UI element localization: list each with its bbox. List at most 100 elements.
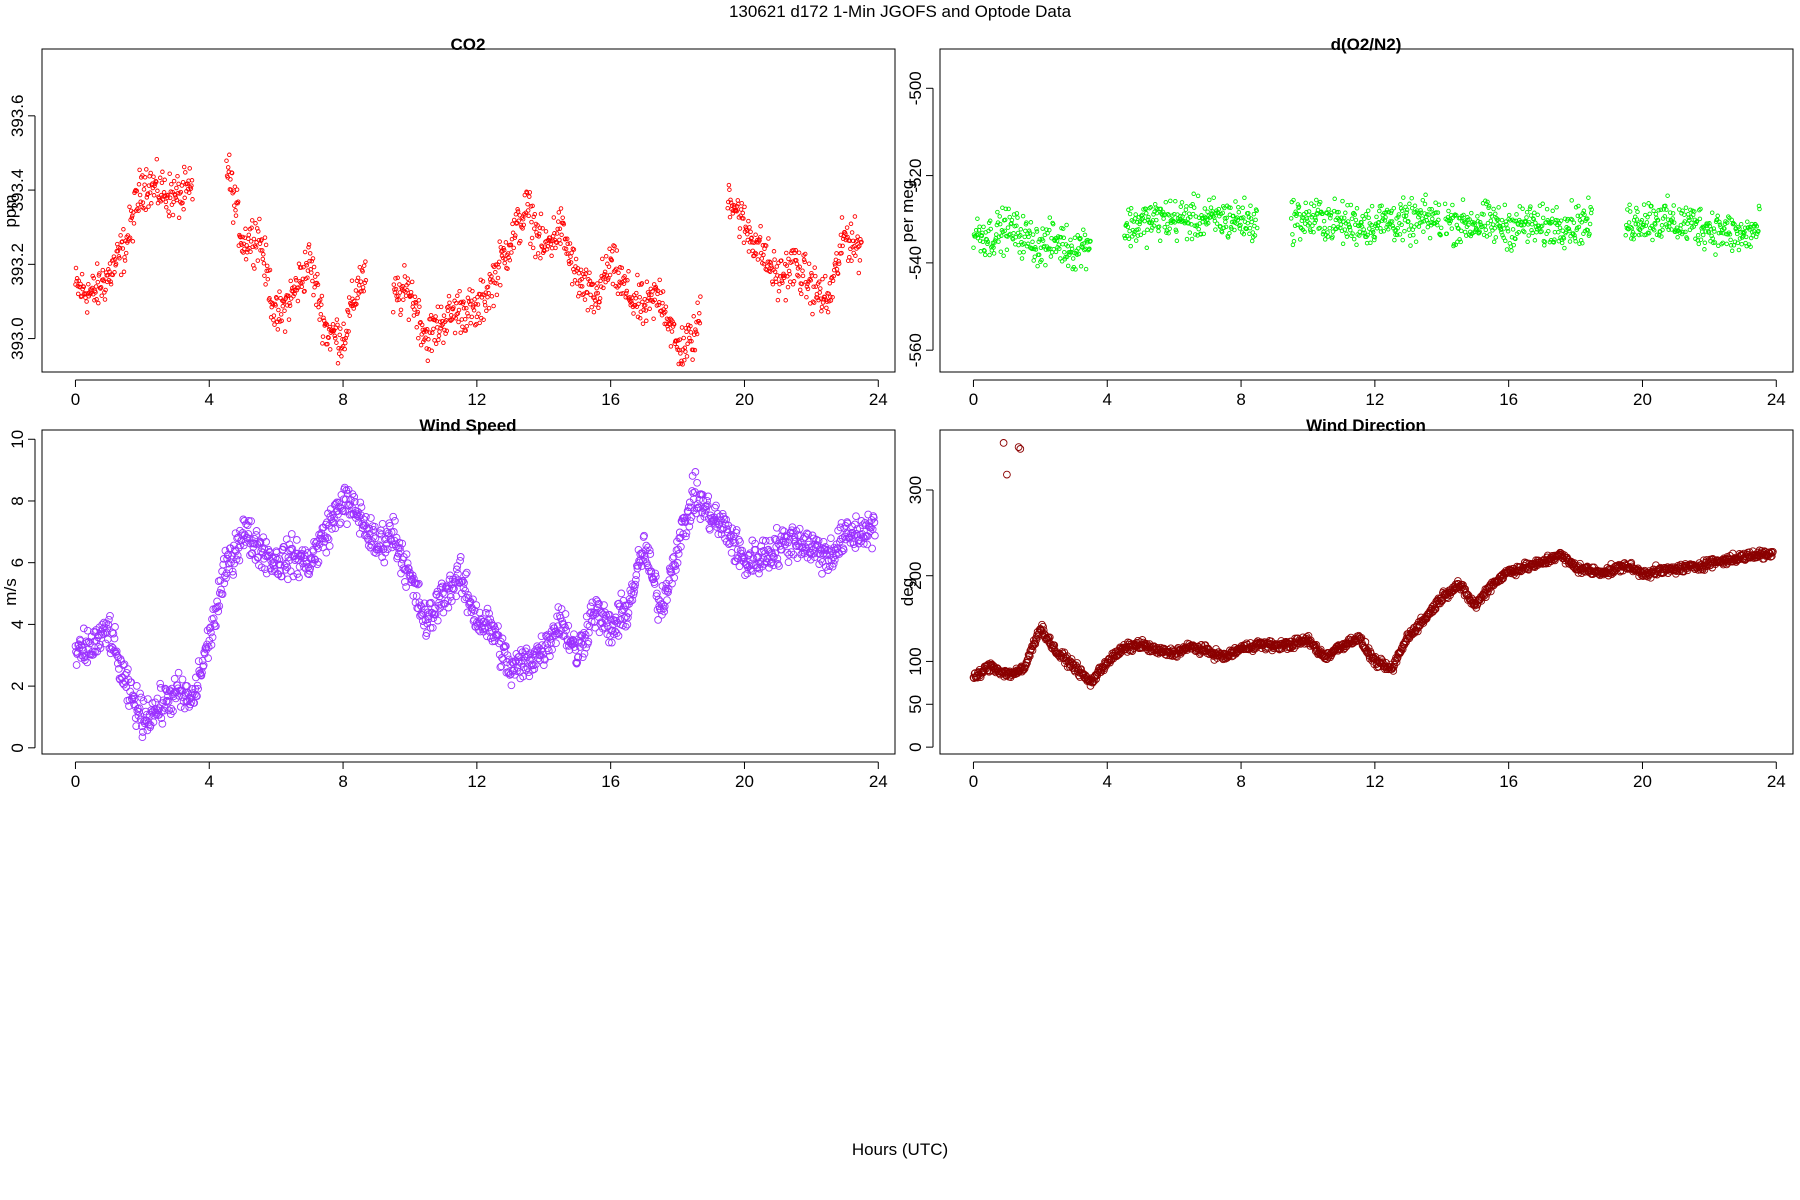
data-point [1702,240,1708,246]
data-point [1062,249,1067,255]
data-point [181,164,187,170]
data-point [515,209,521,214]
data-point [321,315,326,321]
data-point [1747,227,1752,232]
data-point [565,642,573,650]
data-point [456,319,461,325]
data-point [635,314,641,320]
data-point [1174,238,1180,244]
data-point [211,604,220,613]
data-point [866,527,875,536]
data-point [1035,263,1040,269]
data-point [343,489,352,498]
data-point [1670,216,1675,221]
data-point [498,634,507,643]
data-point [1325,234,1331,239]
data-point [398,312,403,318]
data-point [508,242,514,247]
data-point [651,572,660,581]
data-point [1145,217,1151,222]
data-point [1082,232,1088,238]
data-point [1431,605,1440,613]
data-point [89,285,95,291]
data-point [1397,647,1405,656]
data-point [223,551,232,560]
data-point [791,279,797,284]
data-point [1627,209,1633,214]
data-point [292,536,301,544]
data-point [971,245,976,250]
data-point [992,240,997,245]
data-point [1136,227,1141,232]
data-point [631,580,640,589]
data-point [1727,232,1733,237]
data-point [1513,236,1518,242]
data-point [557,605,566,613]
data-point [835,271,841,276]
data-point [568,254,573,259]
data-point [1349,216,1355,221]
data-point [496,663,505,672]
data-point [811,284,816,289]
data-point [115,249,121,254]
data-point [1288,216,1294,221]
data-point [411,313,417,318]
data-point [1344,231,1349,237]
data-point [144,195,150,200]
data-point [86,639,94,648]
data-point [581,271,586,277]
data-point [664,588,672,596]
data-point [787,548,796,556]
data-point [252,527,261,535]
data-point [441,313,447,318]
data-point [853,239,859,244]
data-point [1743,234,1749,240]
data-point [118,233,123,238]
data-point [1666,227,1671,232]
data-point [106,267,111,272]
data-point [827,534,835,543]
data-point [1322,237,1328,242]
data-point [1756,203,1762,209]
data-point [311,292,316,298]
data-point [1167,226,1172,231]
data-point [154,156,160,162]
data-point [237,234,243,239]
data-point [138,199,143,204]
data-point [165,192,171,198]
data-point [571,247,577,252]
data-point [440,322,446,327]
data-point [469,595,477,604]
data-point [538,211,544,217]
data-point [103,635,112,644]
data-point [587,608,596,617]
data-point [856,270,862,276]
data-point [1411,232,1416,238]
data-point [156,679,165,688]
data-point [144,695,152,703]
data-point [656,302,661,308]
data-point [631,576,640,584]
data-point [452,565,461,574]
data-point [472,322,478,328]
data-point [486,615,495,623]
data-point [138,733,147,742]
data-point [987,252,992,258]
data-point [151,174,156,179]
data-point [314,544,322,553]
data-point [357,264,363,270]
y-tick-label: 8 [8,496,27,505]
data-point [276,561,285,569]
data-point [416,601,425,610]
data-point [1377,208,1382,214]
data-point [1708,226,1714,232]
data-point [1023,659,1031,667]
data-point [797,264,802,270]
data-point [190,197,195,202]
x-tick-label: 8 [338,390,347,409]
data-point [975,216,980,221]
data-point [131,714,140,722]
data-point [448,318,453,323]
data-point [481,317,486,322]
data-point [502,642,510,651]
